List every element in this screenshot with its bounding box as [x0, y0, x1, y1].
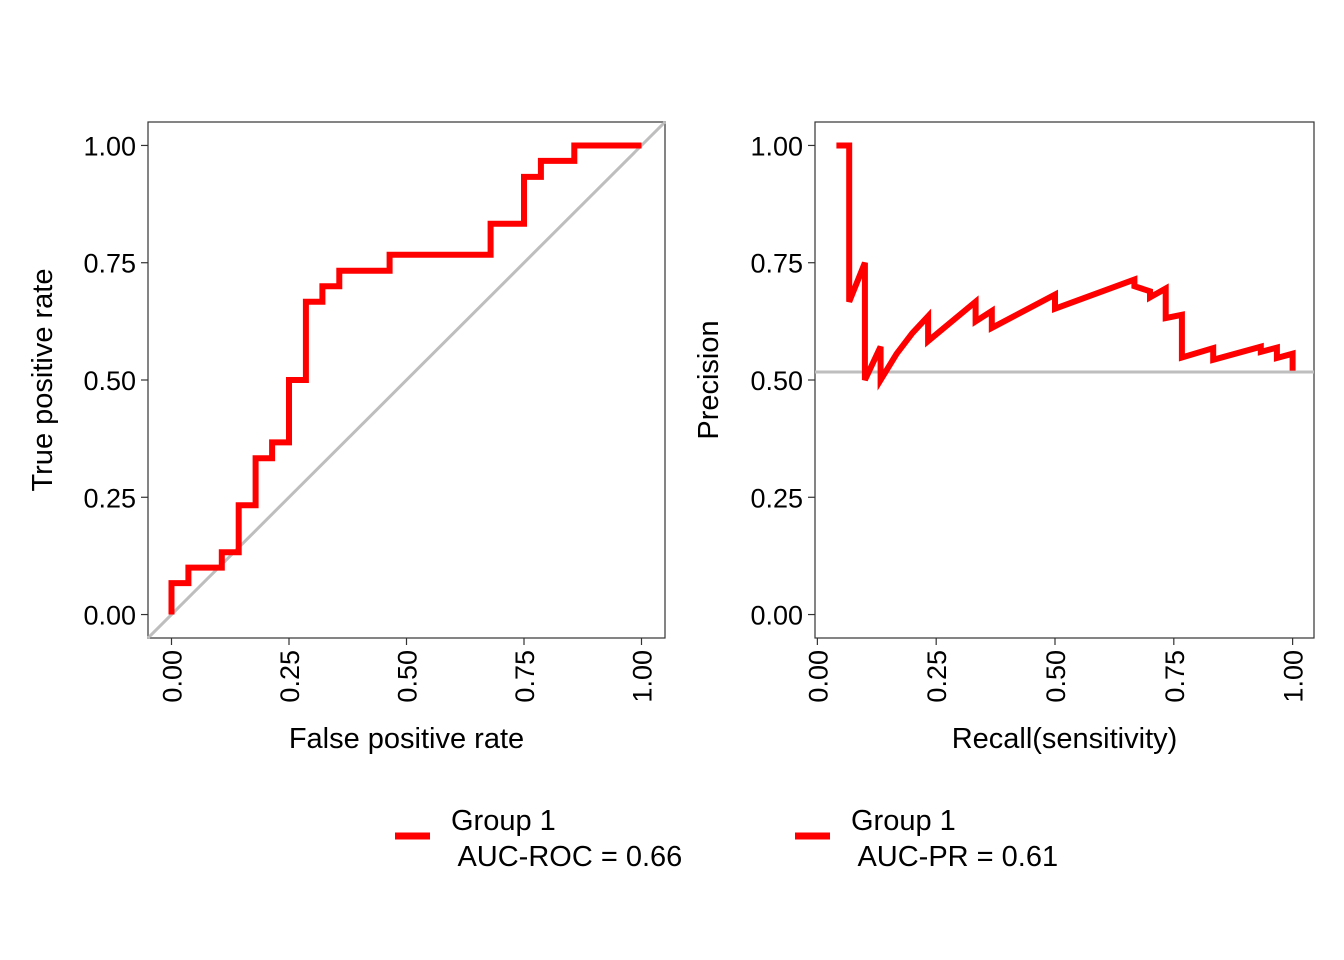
pr-panel: 0.00 0.25 0.50 0.75 1.00 0.00 0.25 0.50 0.75 1.00…: [693, 121, 1315, 755]
pr-xtick-label: 1.00: [1279, 650, 1309, 703]
legend-label-pr: Group 1 AUC-PR = 0.61: [851, 805, 1058, 873]
pr-series-line-0: [836, 142, 1296, 391]
roc-xtick-label: 0.25: [275, 650, 305, 703]
roc-reference-line: [146, 120, 667, 640]
pr-ytick-label: 0.25: [750, 483, 803, 513]
legend-label-roc-line1: Group 1: [451, 805, 556, 837]
legend: Group 1 AUC-ROC = 0.66 Group 1 AUC-PR = …: [395, 805, 1058, 873]
pr-xtick-label: 0.25: [922, 650, 952, 703]
pr-ytick-label: 0.50: [750, 366, 803, 396]
legend-label-roc: Group 1 AUC-ROC = 0.66: [451, 805, 682, 873]
pr-xtick-label: 0.50: [1041, 650, 1071, 703]
legend-label-pr-line1: Group 1: [851, 805, 956, 837]
pr-ytick-label: 1.00: [750, 131, 803, 161]
pr-ytick-label: 0.75: [750, 249, 803, 279]
roc-xtick-label: 0.75: [510, 650, 540, 703]
roc-ytick-label: 0.00: [83, 601, 136, 631]
roc-ytick-label: 0.50: [83, 366, 136, 396]
pr-xtick-label: 0.75: [1160, 650, 1190, 703]
roc-ytick-label: 0.25: [83, 483, 136, 513]
roc-xtick-label: 1.00: [628, 650, 658, 703]
pr-y-axis-title: Precision: [693, 320, 725, 439]
roc-x-axis-title: False positive rate: [289, 723, 524, 755]
legend-label-roc-line2: AUC-ROC = 0.66: [451, 841, 682, 873]
pr-ytick-label: 0.00: [750, 601, 803, 631]
roc-series-line-0: [168, 142, 642, 615]
pr-x-axis-title: Recall(sensitivity): [952, 723, 1178, 755]
roc-ytick-label: 1.00: [83, 131, 136, 161]
roc-panel: 0.00 0.25 0.50 0.75 1.00 0.00 0.25 0.50 0.75 1.00…: [27, 120, 667, 755]
roc-xtick-label: 0.00: [158, 650, 188, 703]
legend-label-pr-line2: AUC-PR = 0.61: [851, 841, 1058, 873]
roc-y-axis-title: True positive rate: [27, 269, 59, 492]
pr-plot-border: [814, 121, 1315, 639]
roc-xtick-label: 0.50: [393, 650, 423, 703]
roc-ytick-label: 0.75: [83, 249, 136, 279]
pr-xtick-label: 0.00: [803, 650, 833, 703]
